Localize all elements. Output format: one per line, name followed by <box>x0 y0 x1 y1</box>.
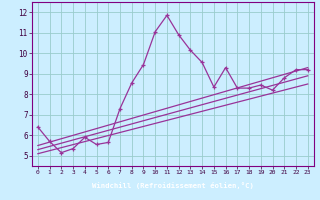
Text: Windchill (Refroidissement éolien,°C): Windchill (Refroidissement éolien,°C) <box>92 182 254 189</box>
